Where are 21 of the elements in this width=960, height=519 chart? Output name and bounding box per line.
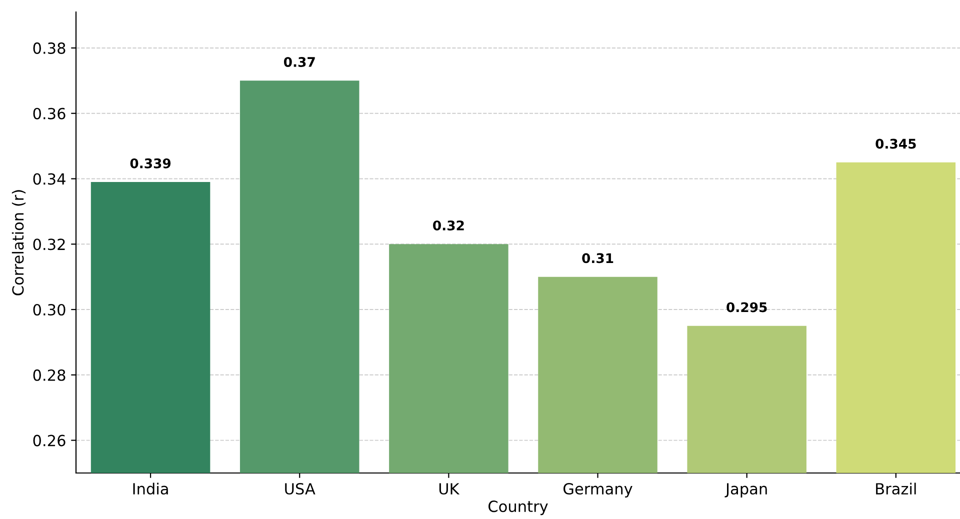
x-tick-label: UK xyxy=(439,483,460,495)
x-axis-title: Country xyxy=(488,500,548,516)
x-tick-label: USA xyxy=(285,482,316,495)
y-tick-label: 0.30 xyxy=(33,304,66,316)
data-label: 0.339 xyxy=(130,158,171,168)
y-tick-label: 0.34 xyxy=(33,173,66,185)
data-label: 0.295 xyxy=(726,302,767,312)
y-axis-title: Correlation (r) xyxy=(12,190,26,296)
x-tick-label: India xyxy=(133,482,168,495)
data-label: 0.345 xyxy=(876,138,916,149)
x-tick-label: Brazil xyxy=(876,482,916,495)
data-label: 0.31 xyxy=(582,253,614,264)
x-tick-label: Japan xyxy=(724,483,767,498)
x-tick-label: Germany xyxy=(564,482,632,498)
y-tick-label: 0.38 xyxy=(33,42,66,54)
y-tick-label: 0.26 xyxy=(33,434,66,446)
data-label: 0.32 xyxy=(433,220,464,230)
data-label: 0.37 xyxy=(284,57,315,67)
y-tick-label: 0.28 xyxy=(33,369,66,381)
y-tick-label: 0.36 xyxy=(33,108,66,120)
y-tick-label: 0.32 xyxy=(33,238,65,250)
